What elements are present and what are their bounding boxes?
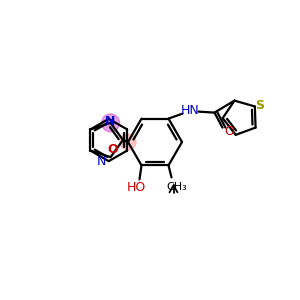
Text: O: O [225, 125, 234, 138]
Circle shape [120, 134, 136, 150]
Text: N: N [105, 116, 116, 128]
Text: HN: HN [181, 104, 200, 117]
Text: CH₃: CH₃ [166, 182, 187, 192]
Text: O: O [107, 142, 118, 156]
Circle shape [102, 114, 120, 132]
Text: N: N [97, 155, 106, 168]
Text: S: S [255, 99, 264, 112]
Text: HO: HO [127, 181, 146, 194]
